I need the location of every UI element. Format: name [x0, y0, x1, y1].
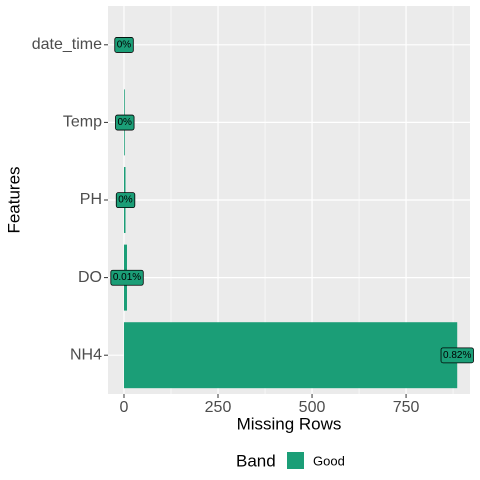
percent-label: 0.01% — [113, 272, 141, 283]
x-axis-title: Missing Rows — [237, 414, 342, 433]
label-box — [110, 269, 144, 286]
legend-title: Band — [236, 451, 276, 470]
legend-label: Good — [313, 453, 345, 468]
x-tick-label: 250 — [205, 399, 232, 416]
percent-label: 0% — [118, 195, 133, 206]
label-box — [440, 347, 474, 364]
y-tick-label: NH4 — [70, 346, 102, 363]
label-box — [115, 192, 136, 209]
x-tick-label: 750 — [393, 399, 420, 416]
y-tick-label: Temp — [63, 114, 102, 131]
legend: Band Good — [236, 451, 345, 470]
y-tick-label: date_time — [32, 36, 102, 53]
percent-label: 0.82% — [443, 350, 471, 361]
percent-label: 0% — [118, 117, 133, 128]
bar — [123, 322, 458, 389]
legend-swatch — [287, 452, 304, 469]
y-axis-title: Features — [4, 166, 23, 233]
y-tick-label: DO — [78, 269, 102, 286]
label-box — [114, 37, 134, 53]
percent-label: 0% — [117, 39, 132, 50]
x-tick-label: 500 — [299, 399, 326, 416]
label-box — [115, 114, 135, 131]
x-tick-label: 0 — [120, 399, 129, 416]
y-tick-label: PH — [80, 191, 102, 208]
